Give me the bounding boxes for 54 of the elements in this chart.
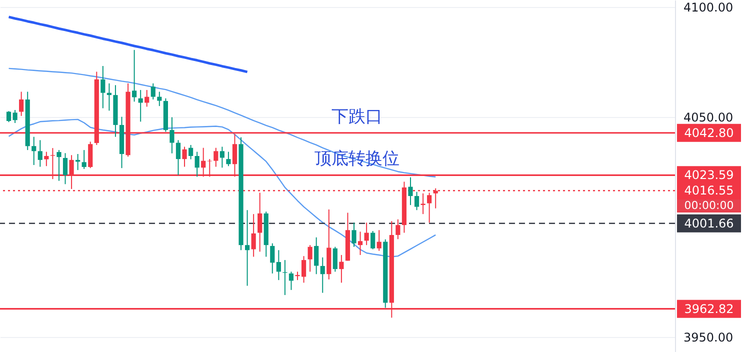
candlestick <box>106 82 112 112</box>
candlestick <box>282 260 288 296</box>
y-tick-label: 4100.00 <box>684 0 734 15</box>
candlestick <box>150 82 156 100</box>
y-tick-label: 4050.00 <box>684 110 734 125</box>
candlestick <box>82 150 86 170</box>
candlestick <box>244 210 250 286</box>
candlestick <box>288 271 294 290</box>
candlestick <box>251 214 256 258</box>
candlestick <box>56 150 62 182</box>
candlestick <box>276 250 281 281</box>
candlestick <box>44 151 49 167</box>
candlestick <box>88 141 93 169</box>
candlestick <box>170 116 174 154</box>
candlestick <box>370 230 376 250</box>
candlestick <box>352 222 356 248</box>
candlestick <box>420 192 426 215</box>
candlestick <box>100 66 106 109</box>
candlestick <box>332 246 338 272</box>
candlestick <box>339 254 344 284</box>
candlestick <box>157 91 162 107</box>
candlestick <box>408 176 413 206</box>
candlestick <box>182 146 187 168</box>
ref-line-label: 4016.55 <box>684 184 734 198</box>
candlestick <box>414 191 420 211</box>
candlestick <box>376 230 382 252</box>
candlestick <box>132 49 137 102</box>
candlestick <box>270 242 275 274</box>
text: 00:00:00 <box>684 199 734 212</box>
candlestick <box>314 236 319 275</box>
y-tick-label: 3950.00 <box>684 330 734 345</box>
candlestick <box>188 144 194 160</box>
ref-line-label: 3962.82 <box>684 302 734 316</box>
candlestick <box>364 222 369 246</box>
candlestick <box>396 218 400 240</box>
candlestick <box>308 244 312 272</box>
candlestick <box>220 146 224 168</box>
candlestick <box>194 151 200 178</box>
ref-line-label: 4023.59 <box>684 168 734 182</box>
candlestick <box>144 89 150 108</box>
annotation: 下跌口 <box>332 106 382 127</box>
candlestick <box>214 147 218 168</box>
candlestick <box>19 91 24 116</box>
candlestick <box>226 151 231 167</box>
line-series <box>8 16 249 74</box>
ref-line-label: 4042.80 <box>684 126 734 140</box>
candlestick <box>32 136 36 166</box>
candlestick <box>176 140 181 176</box>
candlestick <box>38 140 42 168</box>
line-series <box>8 68 436 178</box>
ref-line-label: 4001.66 <box>684 216 734 230</box>
candlestick <box>358 231 363 256</box>
candlestick <box>320 256 325 294</box>
candlestick <box>62 152 68 185</box>
